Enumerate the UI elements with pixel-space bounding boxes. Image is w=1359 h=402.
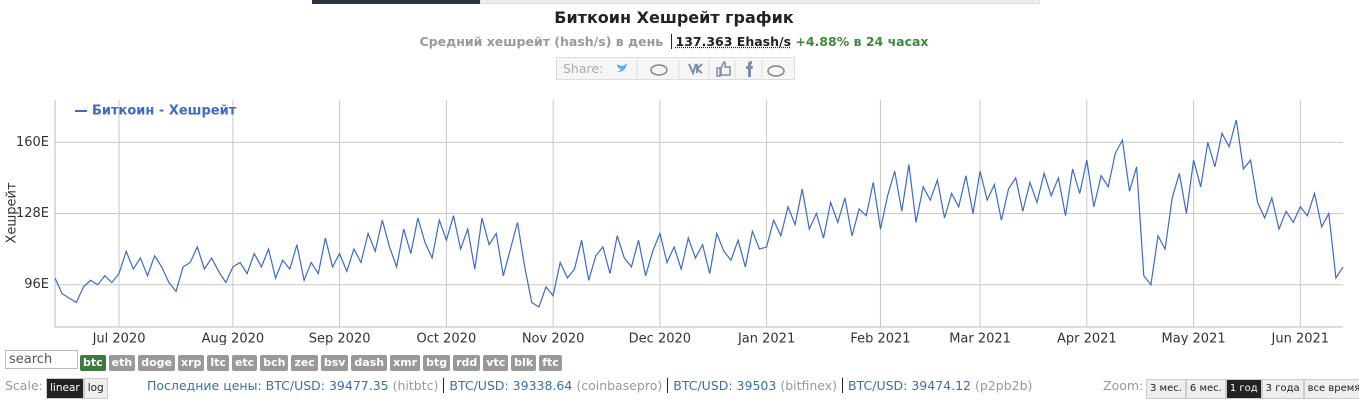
x-tick-label: May 2021 — [1162, 332, 1226, 346]
coin-button[interactable]: etc — [231, 355, 258, 371]
x-tick-label: Mar 2021 — [949, 332, 1011, 346]
reddit-icon[interactable] — [650, 64, 668, 76]
scale-button[interactable]: linear — [46, 378, 84, 399]
x-tick-label: Aug 2020 — [202, 332, 265, 346]
price-pair: BTC/USD: 39477.35 — [265, 378, 389, 393]
x-tick-label: Jan 2021 — [737, 332, 795, 346]
x-tick-label: Jun 2021 — [1271, 332, 1330, 346]
share-icons — [617, 60, 785, 78]
like-icon[interactable] — [716, 61, 731, 77]
coin-button[interactable]: zec — [291, 355, 318, 371]
y-axis-label: Хешрейт — [5, 182, 20, 243]
coin-button[interactable]: bsv — [320, 355, 349, 371]
price-pair: BTC/USD: 39338.64 — [449, 378, 573, 393]
zoom-buttons: 3 мес. 6 мес. 1 год 3 года все время — [1146, 376, 1359, 399]
x-tick-label: Nov 2020 — [522, 332, 585, 346]
coin-buttons: btc eth doge xrp ltc etc bch zec bsv dash xmr btg rd… — [80, 351, 565, 371]
coin-button[interactable]: dash — [351, 355, 388, 371]
chart: Хешрейт 96E 128E 160E Jul 2020 Aug 2020 Sep 2… — [5, 100, 1344, 346]
change: +4.88% в 24 часах — [795, 34, 929, 49]
coin-button[interactable]: eth — [108, 355, 136, 371]
price-pair: BTC/USD: 39503 — [673, 378, 777, 393]
coin-button[interactable]: bch — [260, 355, 289, 371]
price-exchange: (coinbasepro) — [576, 378, 663, 393]
zoom-label: Zoom: — [1103, 378, 1144, 393]
title: Биткоин Хешрейт график — [554, 8, 794, 27]
prices: Последние цены: BTC/USD: 39477.35 (hitbtc… — [147, 378, 1033, 393]
search-input[interactable]: search — [5, 350, 78, 369]
zoom-button[interactable]: 3 мес. — [1146, 379, 1186, 399]
price-exchange: (p2pb2b) — [975, 378, 1033, 393]
share-label: Share: — [563, 61, 604, 76]
x-tick-label: Sep 2020 — [309, 332, 371, 346]
y-tick-label: 128E — [16, 206, 49, 221]
twitter-icon[interactable] — [617, 63, 627, 72]
coin-button[interactable]: xmr — [390, 355, 421, 371]
x-tick-label: Apr 2021 — [1057, 332, 1117, 346]
price-group: BTC/USD: 39474.12 (p2pb2b) — [842, 378, 1033, 393]
price-pair: BTC/USD: 39474.12 — [848, 378, 972, 393]
scale-buttons: linear log — [46, 376, 108, 399]
coin-button[interactable]: doge — [138, 355, 175, 371]
x-tick-label: Dec 2020 — [629, 332, 691, 346]
zoom-button[interactable]: 1 год — [1225, 379, 1262, 399]
share-box: Share: — [556, 57, 795, 80]
zoom-button[interactable]: все время — [1303, 379, 1359, 399]
legend-label: Биткоин - Хешрейт — [92, 104, 237, 119]
coin-button[interactable]: rdd — [453, 355, 481, 371]
coin-button[interactable]: ltc — [207, 355, 229, 371]
coin-button[interactable]: ftc — [539, 355, 562, 371]
facebook-icon[interactable] — [746, 61, 753, 77]
scale-label: Scale: — [5, 378, 43, 393]
zoom-button[interactable]: 3 года — [1261, 379, 1304, 399]
coin-button[interactable]: btg — [423, 355, 451, 371]
vk-icon[interactable] — [688, 63, 703, 76]
y-tick-label: 160E — [16, 135, 49, 150]
x-tick-label: Feb 2021 — [850, 332, 910, 346]
tab-active — [312, 0, 480, 4]
coin-button[interactable]: vtc — [483, 355, 509, 371]
subtitle-text: Средний хешрейт (hash/s) в день — [419, 34, 664, 49]
x-tick-label: Jul 2020 — [92, 332, 146, 346]
price-exchange: (hitbtc) — [392, 378, 439, 393]
coin-button[interactable]: btc — [80, 355, 106, 371]
price-exchange: (bitfinex) — [780, 378, 838, 393]
price-group: BTC/USD: 39503 (bitfinex) — [667, 378, 838, 393]
scale-button[interactable]: log — [83, 378, 108, 399]
y-tick-label: 96E — [24, 277, 49, 292]
zoom-button[interactable]: 6 мес. — [1185, 379, 1226, 399]
coin-button[interactable]: blk — [511, 355, 537, 371]
price-group: BTC/USD: 39477.35 (hitbtc) — [266, 378, 439, 393]
x-tick-label: Oct 2020 — [417, 332, 477, 346]
price-group: BTC/USD: 39338.64 (coinbasepro) — [443, 378, 663, 393]
prices-label: Последние цены: — [147, 378, 262, 393]
subtitle: Средний хешрейт (hash/s) в день 137.363 … — [0, 34, 1348, 49]
weibo-icon[interactable] — [767, 65, 785, 77]
tab-bar — [480, 0, 1040, 4]
series-line — [54, 119, 1344, 308]
coin-button[interactable]: xrp — [177, 355, 205, 371]
current-hashrate: 137.363 Ehash/s — [670, 34, 792, 49]
